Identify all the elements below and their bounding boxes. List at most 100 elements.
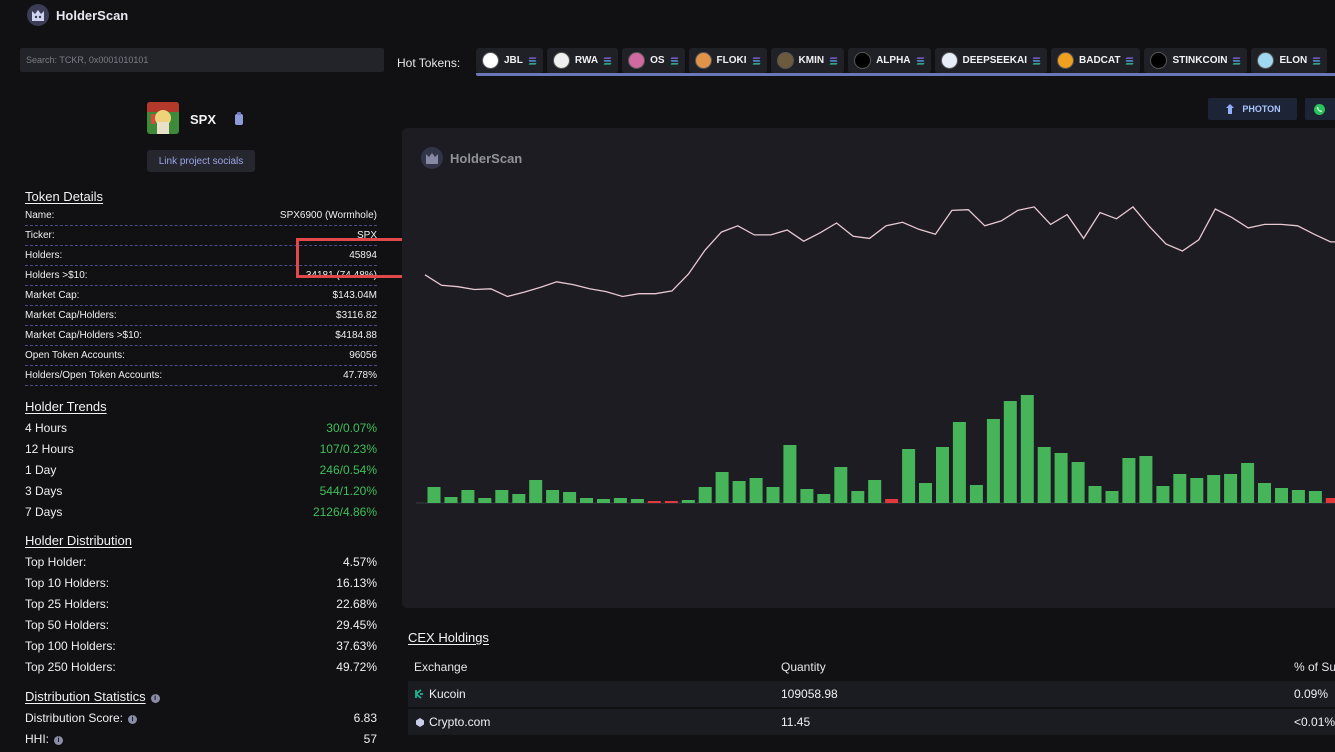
hot-token-chip[interactable]: ELON <box>1251 48 1328 73</box>
holder-gain-bar <box>817 494 831 503</box>
holder-trend-row-value: 2126/4.86% <box>312 504 377 519</box>
holder-gain-bar <box>919 483 932 503</box>
floki-token-icon <box>694 52 712 69</box>
holder-gain-bar <box>1156 486 1170 503</box>
holder-distribution-row-value: 4.57% <box>342 554 377 569</box>
chart-watermark-text: HolderScan <box>450 150 523 166</box>
holder-gain-bar <box>1105 491 1119 503</box>
hot-token-chip[interactable]: RWA <box>546 48 619 73</box>
holder-gain-bar <box>732 481 746 503</box>
hot-token-chip[interactable]: FLOKI <box>688 48 767 73</box>
token-detail-row: Market Cap/Holders: $3116.82 <box>25 306 377 326</box>
search-input[interactable] <box>20 48 384 72</box>
solana-icon <box>752 57 761 64</box>
holder-distribution-row-label: Top Holder: <box>25 554 87 569</box>
token-detail-row-value: $3116.82 <box>336 310 377 321</box>
hot-token-chip[interactable]: DEEPSEEKAI <box>934 48 1047 73</box>
holder-trend-row: 12 Hours 107/0.23% <box>25 438 377 459</box>
holder-gain-bar <box>1020 395 1034 503</box>
token-detail-row-value: 47.78% <box>343 370 377 381</box>
hot-token-chip[interactable]: OS <box>622 48 685 73</box>
percent-cell: 0.09% <box>1294 687 1329 701</box>
token-symbol: SPX <box>190 112 217 127</box>
distribution-stat-row-value: 57 <box>363 731 377 746</box>
link-project-socials-button[interactable]: Link project socials <box>147 150 255 172</box>
hot-token-name: BADCAT <box>1079 55 1121 66</box>
hot-token-chip[interactable]: JBL <box>476 48 543 73</box>
solana-icon <box>1232 57 1241 64</box>
app-logo[interactable]: HolderScan <box>26 3 128 27</box>
hot-token-name: OS <box>650 55 665 66</box>
distribution-stat-row-value: 6.83 <box>353 710 377 725</box>
holder-gain-bar <box>529 480 543 503</box>
holder-distribution-row: Top 100 Holders: 37.63% <box>25 635 377 656</box>
holder-gain-bar <box>1224 474 1238 503</box>
photon-button[interactable]: PHOTON <box>1208 98 1297 120</box>
holder-gain-bar <box>1088 486 1102 503</box>
hot-token-chip[interactable]: ALPHA <box>848 48 931 73</box>
token-detail-row-value: 96056 <box>349 350 377 361</box>
holder-gain-bar <box>1190 478 1204 503</box>
exchange-name: Crypto.com <box>429 715 491 729</box>
token-detail-row-label: Holders >$10: <box>25 270 88 281</box>
hot-token-name: KMIN <box>798 55 825 66</box>
holder-gain-bar <box>580 498 593 503</box>
holder-trend-row-label: 4 Hours <box>25 420 68 435</box>
holder-distribution-row-value: 16.13% <box>336 575 377 590</box>
holder-chart[interactable] <box>402 128 1335 608</box>
table-row[interactable]: Crypto.com 11.45 <0.01% <box>408 709 1335 735</box>
holder-gain-bar <box>1241 463 1255 503</box>
holder-distribution-row: Top 50 Holders: 29.45% <box>25 614 377 635</box>
holder-gain-bar <box>461 490 475 503</box>
info-icon[interactable]: i <box>128 714 138 724</box>
holder-gain-bar <box>1258 483 1271 503</box>
holder-gain-bar <box>1139 456 1153 503</box>
hot-token-name: STINKCOIN <box>1172 55 1228 66</box>
holder-trend-row: 3 Days 544/1.20% <box>25 480 377 501</box>
hot-tokens-label: Hot Tokens: <box>397 56 461 70</box>
hot-token-chip[interactable]: KMIN <box>770 48 845 73</box>
holder-distribution-row-label: Top 50 Holders: <box>25 617 110 632</box>
holder-trend-row-label: 7 Days <box>25 504 63 519</box>
holder-trend-row-label: 12 Hours <box>25 441 74 456</box>
quantity-cell: 109058.98 <box>781 687 838 701</box>
holderscan-logo-icon <box>27 4 49 26</box>
token-detail-row-label: Market Cap: <box>25 290 80 301</box>
token-detail-row-value: $4184.88 <box>335 330 377 341</box>
holder-trend-row-value: 544/1.20% <box>319 483 377 498</box>
holder-gain-bar <box>851 491 865 503</box>
token-avatar <box>147 102 179 134</box>
hot-token-chip[interactable]: STINKCOIN <box>1144 48 1248 73</box>
token-detail-row: Name: SPX6900 (Wormhole) <box>25 206 377 226</box>
table-row[interactable]: Kucoin 109058.98 0.09% <box>408 681 1335 707</box>
holder-loss-bar <box>647 501 661 503</box>
photon-icon <box>1226 104 1235 114</box>
deepseekai-token-icon <box>940 52 958 69</box>
holder-gain-bar <box>563 492 577 503</box>
distribution-statistics-title: Distribution Statistics i <box>25 689 160 704</box>
hot-token-name: FLOKI <box>716 55 747 66</box>
solana-icon <box>1312 57 1321 64</box>
copy-icon[interactable] <box>233 112 245 126</box>
holder-gain-bar <box>800 489 814 503</box>
info-icon[interactable]: i <box>150 694 160 703</box>
holder-gain-bar <box>936 447 949 503</box>
jbl-token-icon <box>482 52 499 69</box>
holder-trend-row-value: 246/0.54% <box>319 462 377 477</box>
token-detail-row-value: SPX6900 (Wormhole) <box>279 210 377 221</box>
holder-trend-row: 7 Days 2126/4.86% <box>25 501 377 522</box>
whatsapp-button[interactable] <box>1305 98 1335 120</box>
hot-token-chip[interactable]: BADCAT <box>1051 48 1141 73</box>
holder-gain-bar <box>698 487 712 503</box>
holder-trend-row-label: 3 Days <box>25 483 63 498</box>
holder-gain-bar <box>597 499 610 503</box>
holder-trend-row: 4 Hours 30/0.07% <box>25 417 377 438</box>
holder-distribution-row-value: 22.68% <box>336 596 377 611</box>
token-detail-row-value: $143.04M <box>332 290 377 301</box>
info-icon[interactable]: i <box>54 735 63 745</box>
holder-gain-bar <box>427 487 441 503</box>
app-name: HolderScan <box>56 7 129 23</box>
holder-trend-row-value: 107/0.23% <box>319 441 377 456</box>
hot-tokens-strip[interactable]: JBL RWA OS FLOKI KMIN ALPHA DEEPSEEKAI BADCAT ST… <box>476 48 1335 76</box>
token-detail-row-label: Ticker: <box>25 230 55 241</box>
